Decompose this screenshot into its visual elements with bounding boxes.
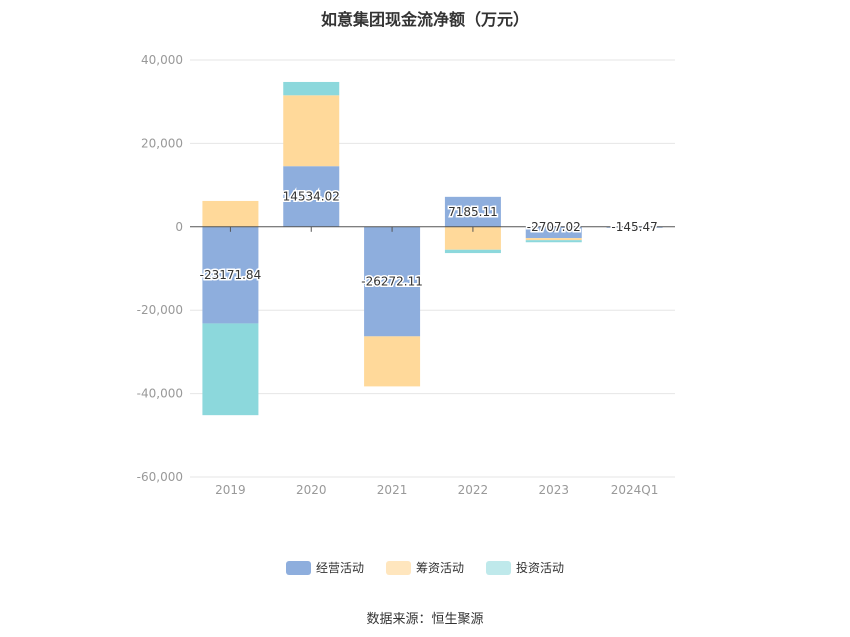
- chart-title: 如意集团现金流净额（万元）: [320, 10, 529, 29]
- data-labels: -23171.84 14534.02 -26272.11 7185.11 -2707.0…: [198, 188, 659, 290]
- bar-1-2022[interactable]: [444, 226, 501, 250]
- legend-swatch-operating: [285, 560, 311, 575]
- legend-label-financing: 筹资活动: [415, 561, 464, 575]
- bar-2-2023[interactable]: [525, 240, 582, 243]
- x-tick-label: 2019: [215, 483, 246, 497]
- bars-group: [202, 81, 663, 416]
- legend-label-operating: 经营活动: [315, 561, 364, 575]
- bar-1-2023[interactable]: [525, 238, 582, 241]
- bar-1-2020[interactable]: [283, 95, 340, 167]
- x-tick-label: 2022: [458, 483, 489, 497]
- legend-item-financing[interactable]: 筹资活动: [385, 559, 464, 576]
- y-tick-label: -40,000: [137, 387, 183, 401]
- data-label: -26272.11: [361, 275, 423, 289]
- legend-swatch-financing: [385, 560, 411, 575]
- bar-0-2019[interactable]: [202, 226, 259, 324]
- x-tick-label: 2023: [538, 483, 569, 497]
- bar-2-2022[interactable]: [444, 249, 501, 254]
- x-tick-label: 2021: [377, 483, 408, 497]
- bar-0-2021[interactable]: [364, 226, 421, 337]
- y-tick-label: 40,000: [141, 53, 183, 67]
- data-label: 14534.02: [283, 189, 340, 203]
- y-tick-label: -60,000: [137, 470, 183, 484]
- y-tick-label: 0: [175, 220, 183, 234]
- data-label: -145.47: [611, 220, 657, 234]
- y-tick-label: -20,000: [137, 303, 183, 317]
- legend-label-investing: 投资活动: [516, 561, 565, 575]
- legend-swatch-investing: [486, 560, 511, 575]
- x-tick-label: 2024Q1: [611, 483, 659, 497]
- bar-0-2020[interactable]: [283, 166, 340, 227]
- data-source: 数据来源：恒生聚源: [366, 612, 484, 627]
- legend-item-operating[interactable]: 经营活动: [285, 559, 364, 576]
- data-label: -2707.02: [527, 220, 581, 234]
- data-label: -23171.84: [200, 268, 262, 282]
- x-axis: 2019 2020 2021 2022 2023 2024Q1: [215, 226, 659, 497]
- bar-1-2019[interactable]: [202, 200, 259, 227]
- y-tick-label: 20,000: [141, 136, 183, 150]
- legend: 经营活动 筹资活动 投资活动: [0, 559, 850, 576]
- y-axis: 40,000 20,000 0 -20,000 -40,000 -60,000: [137, 53, 183, 484]
- bar-2-2019[interactable]: [202, 323, 259, 416]
- legend-item-investing[interactable]: 投资活动: [486, 559, 564, 576]
- bar-1-2021[interactable]: [364, 336, 421, 387]
- x-tick-label: 2020: [296, 483, 327, 497]
- bar-0-2023[interactable]: [525, 226, 582, 239]
- bar-0-2022[interactable]: [444, 196, 501, 227]
- data-label: 7185.11: [448, 205, 498, 219]
- bar-2-2020[interactable]: [283, 81, 340, 96]
- grid-lines: [190, 59, 675, 478]
